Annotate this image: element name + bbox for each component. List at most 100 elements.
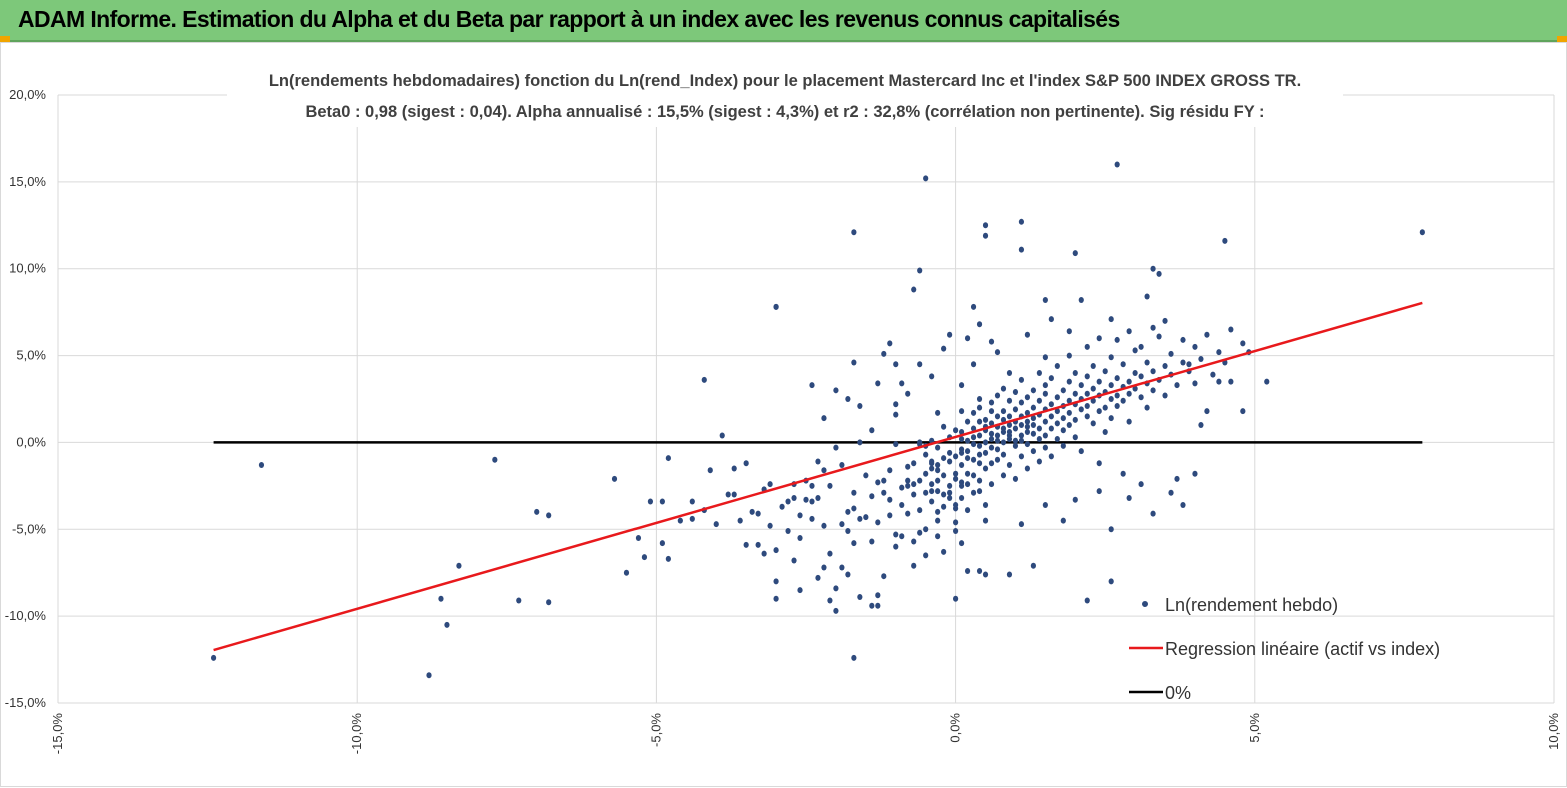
data-point [743, 541, 749, 548]
data-point [623, 569, 630, 576]
data-point [964, 448, 971, 455]
data-point [982, 222, 989, 229]
data-point [1024, 409, 1031, 416]
data-point [947, 495, 953, 502]
data-point [958, 429, 965, 436]
data-point [1096, 378, 1102, 385]
data-point [1000, 425, 1007, 432]
data-point [725, 491, 731, 498]
data-point [647, 498, 654, 505]
data-point [1048, 413, 1054, 420]
data-point [755, 541, 761, 548]
data-point [947, 331, 953, 338]
data-point [1042, 444, 1048, 451]
data-point [953, 470, 959, 477]
data-point [1102, 368, 1108, 375]
data-point [1192, 380, 1198, 387]
data-point [893, 531, 899, 538]
data-point [964, 481, 971, 488]
data-point [905, 390, 911, 397]
data-point [426, 672, 432, 679]
x-tick-label: -10,0% [349, 713, 364, 755]
data-point [1084, 413, 1090, 420]
data-point [845, 571, 851, 578]
data-point [875, 592, 881, 599]
data-point [1108, 526, 1114, 533]
data-point [845, 528, 851, 535]
data-point [1018, 521, 1025, 528]
data-point [1006, 462, 1013, 469]
data-point [1000, 408, 1007, 415]
data-point [875, 380, 881, 387]
data-point [1204, 408, 1210, 415]
data-point [827, 597, 833, 604]
data-point [857, 439, 863, 446]
data-point [659, 540, 665, 547]
data-point [821, 564, 827, 571]
data-point [893, 411, 899, 418]
data-point [1042, 501, 1048, 508]
data-point [833, 607, 839, 614]
data-point [947, 482, 953, 489]
report-title: ADAM Informe. Estimation du Alpha et du … [18, 6, 1120, 32]
data-point [438, 595, 444, 602]
data-point [905, 482, 911, 489]
data-point [964, 437, 971, 444]
data-point [767, 481, 773, 488]
data-point [1030, 415, 1036, 422]
x-tick-label: 5,0% [1247, 713, 1262, 743]
data-point [988, 399, 995, 406]
data-point [1072, 369, 1078, 376]
legend-label-scatter: Ln(rendement hebdo) [1165, 595, 1338, 615]
data-point [988, 408, 995, 415]
data-point [1036, 397, 1042, 404]
data-point [958, 382, 965, 389]
data-point [1108, 415, 1114, 422]
data-point [1042, 354, 1048, 361]
data-point [1054, 435, 1060, 442]
data-point [1210, 371, 1216, 378]
data-point [917, 507, 923, 514]
data-point [731, 465, 737, 472]
data-point [1114, 336, 1120, 343]
data-point [1120, 470, 1126, 477]
data-point [970, 361, 977, 368]
data-point [941, 503, 947, 510]
data-point [1156, 333, 1162, 340]
x-tick-label: -5,0% [648, 713, 663, 747]
data-point [994, 456, 1001, 463]
data-point [1150, 387, 1156, 394]
data-point [935, 467, 941, 474]
data-point [863, 514, 869, 521]
data-point [821, 467, 827, 474]
data-point [887, 340, 893, 347]
chart-titles: Ln(rendements hebdomadaires) fonction du… [227, 67, 1343, 127]
data-point [1216, 349, 1222, 356]
data-point [988, 481, 995, 488]
data-point [893, 441, 899, 448]
data-point [953, 595, 959, 602]
data-point [953, 453, 959, 460]
data-point [881, 477, 887, 484]
data-point [1024, 441, 1031, 448]
data-point [863, 472, 869, 479]
data-point [994, 446, 1001, 453]
data-point [917, 529, 923, 536]
chart-area: -15,0% -10,0% -5,0% 0,0% 5,0% 10,0% 15,0% 20,0%… [0, 42, 1567, 787]
data-point [1030, 422, 1036, 429]
data-point [1066, 328, 1072, 335]
data-point [1138, 481, 1144, 488]
data-point [851, 540, 857, 547]
data-point [1054, 408, 1060, 415]
data-point [1066, 352, 1072, 359]
data-point [970, 441, 977, 448]
data-point [935, 444, 941, 451]
data-point [1078, 296, 1084, 303]
data-point [947, 489, 953, 496]
data-point [809, 482, 815, 489]
data-point [899, 484, 905, 491]
data-point [611, 475, 618, 482]
data-point [1012, 406, 1019, 413]
data-point [1168, 489, 1174, 496]
y-tick-label: -10,0% [5, 608, 47, 623]
